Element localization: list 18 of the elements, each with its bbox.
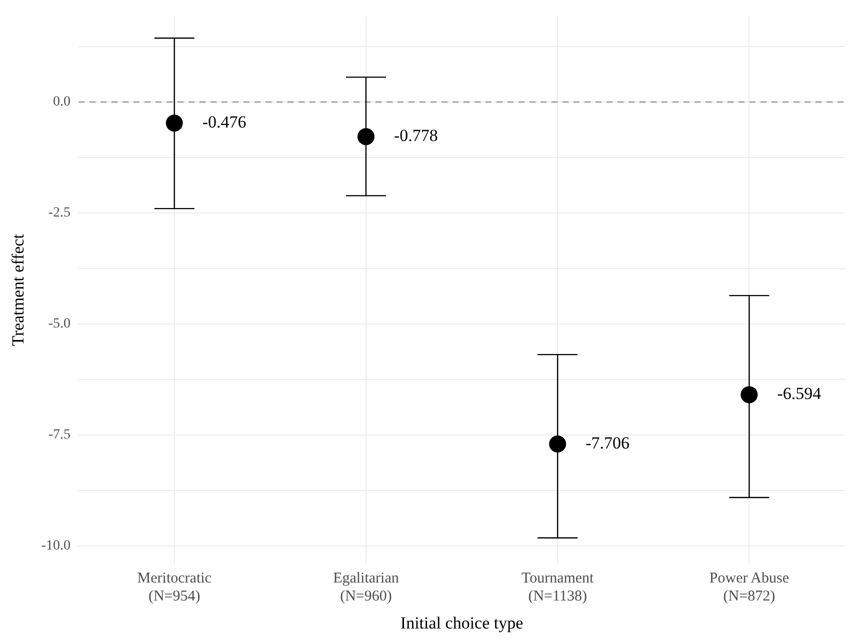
- data-label: -0.476: [202, 112, 246, 132]
- y-tick-label: -2.5: [48, 206, 71, 221]
- y-tick-label: -5.0: [48, 316, 71, 332]
- data-label: -6.594: [777, 384, 822, 404]
- x-axis-title: Initial choice type: [400, 613, 524, 632]
- data-label: -0.778: [394, 126, 438, 146]
- point: [549, 436, 566, 453]
- x-tick-label: Power Abuse (N=872): [709, 570, 790, 605]
- y-axis-title: Treatment effect: [8, 234, 28, 346]
- y-tick-label: -10.0: [41, 538, 71, 554]
- x-tick-label: Meritocratic (N=954): [137, 570, 212, 605]
- data-label: -7.706: [586, 434, 630, 453]
- point: [166, 114, 183, 132]
- y-tick-label: -7.5: [48, 428, 71, 443]
- x-tick-label: Tournament (N=1138): [521, 570, 595, 605]
- point: [357, 128, 374, 146]
- y-tick-label: 0.0: [53, 94, 71, 110]
- x-tick-label: Egalitarian (N=960): [333, 570, 400, 605]
